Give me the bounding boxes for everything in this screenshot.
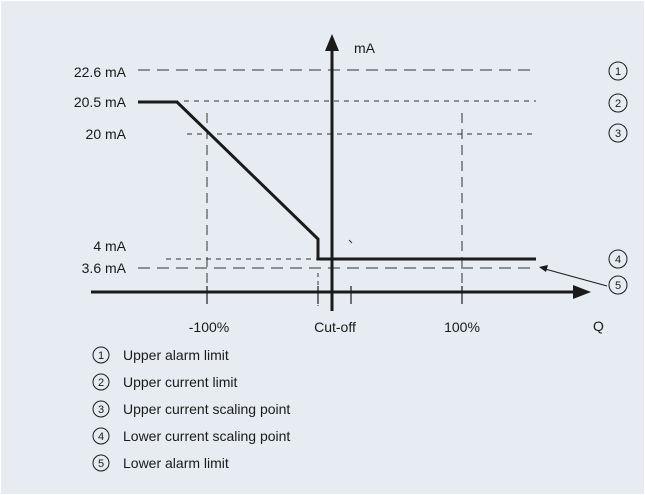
marker-3-circle — [608, 123, 628, 143]
legend: 1 Upper alarm limit 2 Upper current limi… — [92, 346, 290, 472]
x-axis-arrowhead — [573, 285, 591, 299]
y-level-label-20: 20 mA — [86, 126, 127, 142]
legend-item-4-number: 4 — [98, 431, 104, 443]
y-axis-label: mA — [354, 40, 376, 56]
marker-5-circle — [608, 275, 628, 295]
legend-item-5-text: Lower alarm limit — [123, 455, 229, 471]
legend-item-2: 2 Upper current limit — [92, 373, 237, 391]
marker-2: 2 — [608, 93, 628, 113]
legend-item-4-circle — [92, 427, 110, 445]
marker-5: 5 — [608, 275, 628, 295]
legend-item-5: 5 Lower alarm limit — [92, 454, 229, 472]
marker-3: 3 — [608, 123, 628, 143]
y-level-label-4: 4 mA — [93, 238, 126, 254]
marker-4: 4 — [608, 249, 628, 269]
marker-2-circle — [608, 93, 628, 113]
y-axis-arrowhead — [325, 34, 339, 51]
marker-1-number: 1 — [615, 66, 621, 78]
marker-1-circle — [608, 61, 628, 81]
legend-item-3-number: 3 — [98, 404, 104, 416]
legend-item-3-text: Upper current scaling point — [123, 401, 290, 417]
marker-5-number: 5 — [615, 280, 621, 292]
marker-1: 1 — [608, 61, 628, 81]
marker-4-number: 4 — [615, 254, 621, 266]
legend-item-3: 3 Upper current scaling point — [92, 400, 290, 418]
x-axis-label: Q — [593, 318, 604, 334]
stray-mark — [348, 239, 353, 244]
x-tick-label-cut-off: Cut-off — [314, 319, 356, 335]
legend-item-4: 4 Lower current scaling point — [92, 427, 290, 445]
legend-item-1: 1 Upper alarm limit — [92, 346, 229, 364]
legend-item-5-number: 5 — [98, 458, 104, 470]
x-tick-label-plus-100: 100% — [444, 319, 480, 335]
marker-3-number: 3 — [615, 128, 621, 140]
legend-item-2-text: Upper current limit — [123, 374, 237, 390]
legend-item-2-number: 2 — [98, 377, 104, 389]
marker-4-circle — [608, 249, 628, 269]
y-level-label-20-5: 20.5 mA — [74, 94, 127, 110]
legend-item-5-circle — [92, 454, 110, 472]
x-tick-label-minus-100: -100% — [189, 319, 229, 335]
marker-2-number: 2 — [615, 98, 621, 110]
characteristic-curve — [138, 100, 536, 261]
y-level-label-3-6: 3.6 mA — [82, 260, 127, 276]
legend-item-4-text: Lower current scaling point — [123, 428, 290, 444]
legend-item-1-circle — [92, 346, 110, 364]
legend-item-1-text: Upper alarm limit — [123, 347, 229, 363]
legend-item-1-number: 1 — [98, 350, 104, 362]
legend-item-3-circle — [92, 400, 110, 418]
lower-alarm-pointer-arrowhead — [539, 265, 548, 272]
lower-alarm-pointer-line — [544, 268, 608, 287]
y-level-label-22-6: 22.6 mA — [74, 64, 127, 80]
legend-item-2-circle — [92, 373, 110, 391]
